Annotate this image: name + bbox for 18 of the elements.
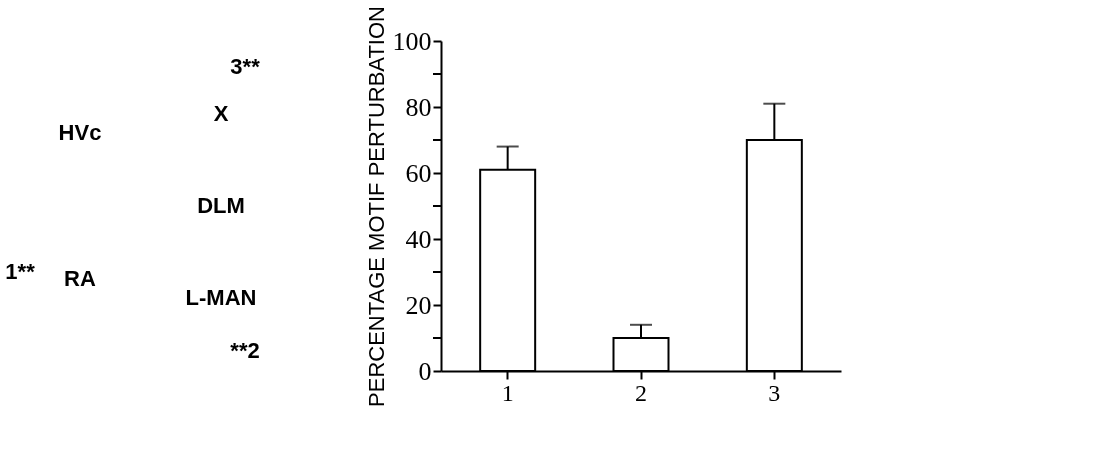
text: RA [64,265,96,291]
x-tick-label: 1 [501,379,514,406]
text: 1** [5,259,36,284]
x-tick-label: 2 [635,379,647,406]
text: HVc [58,120,102,146]
y-tick-label: 0 [418,356,432,386]
x-tick-label: 3 [768,379,781,406]
y-tick-label: 40 [405,224,432,254]
y-tick-label: 20 [405,290,432,320]
text: DLM [197,193,245,218]
text: 3** [230,54,261,80]
y-axis-title: PERCENTAGE MOTIF PERTURBATION [363,6,389,407]
text: X [213,100,229,126]
y-tick-label: 100 [392,26,432,56]
y-tick-label: 60 [405,158,432,188]
text: **2 [230,338,260,364]
text: L-MAN [185,285,257,311]
y-tick-label: 80 [405,92,432,122]
